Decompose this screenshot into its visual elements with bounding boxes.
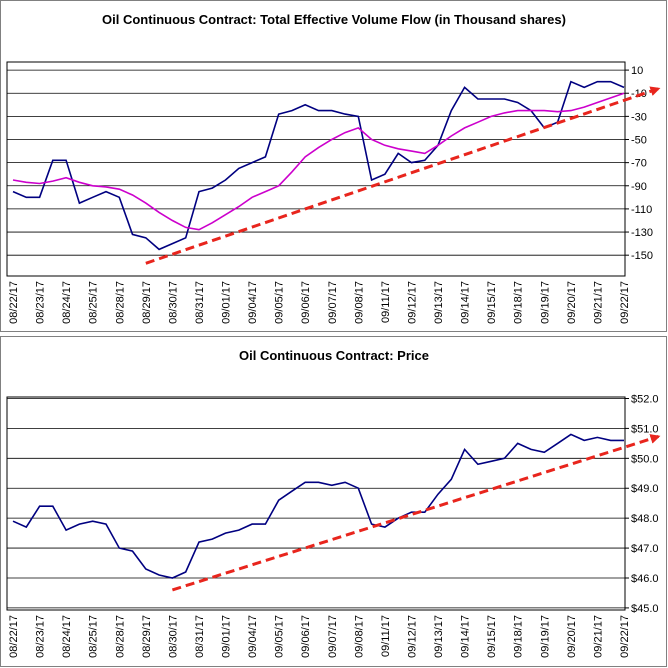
x-tick-label: 08/31/17 [194, 615, 206, 658]
x-tick-label: 09/22/17 [619, 281, 631, 324]
x-tick-label: 09/19/17 [539, 615, 551, 658]
x-tick-label: 09/13/17 [433, 281, 445, 324]
x-tick-label: 08/30/17 [167, 615, 179, 658]
x-tick-label: 09/19/17 [539, 281, 551, 324]
y-tick-label: $51.0 [631, 423, 659, 435]
x-tick-label: 08/29/17 [141, 615, 153, 658]
x-tick-label: 08/23/17 [35, 615, 47, 658]
data-line [12, 92, 625, 231]
x-tick-label: 09/08/17 [353, 281, 365, 324]
x-tick-label: 09/04/17 [247, 281, 259, 324]
y-tick-label: $45.0 [631, 603, 659, 615]
y-tick-label: -70 [631, 158, 647, 170]
x-tick-label: 09/06/17 [300, 281, 312, 324]
y-tick-label: $49.0 [631, 483, 659, 495]
x-tick-label: 09/14/17 [460, 615, 472, 658]
x-tick-label: 09/18/17 [513, 615, 525, 658]
x-tick-label: 08/25/17 [88, 281, 100, 324]
y-tick-label: -150 [631, 250, 653, 262]
plot-area [6, 61, 626, 277]
x-tick-label: 09/15/17 [486, 615, 498, 658]
data-line [12, 80, 625, 251]
x-tick-label: 09/06/17 [300, 615, 312, 658]
x-tick-label: 09/11/17 [380, 615, 392, 657]
x-tick-label: 08/25/17 [88, 615, 100, 658]
y-tick-label: -50 [631, 135, 647, 147]
x-tick-label: 09/01/17 [221, 281, 233, 324]
chart-title: Oil Continuous Contract: Total Effective… [102, 12, 566, 27]
x-tick-label: 08/28/17 [114, 281, 126, 324]
x-tick-label: 09/20/17 [566, 281, 578, 324]
x-tick-label: 08/31/17 [194, 281, 206, 324]
chart-title: Oil Continuous Contract: Price [239, 348, 429, 363]
x-tick-label: 09/11/17 [380, 281, 392, 323]
x-tick-label: 09/22/17 [619, 615, 631, 658]
y-tick-label: $47.0 [631, 543, 659, 555]
x-tick-label: 09/07/17 [327, 615, 339, 658]
x-tick-label: 09/12/17 [406, 281, 418, 324]
x-tick-label: 09/05/17 [274, 281, 286, 324]
x-tick-label: 08/24/17 [61, 281, 73, 324]
plot-area [6, 396, 626, 611]
y-tick-label: -90 [631, 181, 647, 193]
x-tick-label: 09/04/17 [247, 615, 259, 658]
y-tick-label: $52.0 [631, 393, 659, 405]
x-tick-label: 08/29/17 [141, 281, 153, 324]
x-tick-label: 09/15/17 [486, 281, 498, 324]
x-tick-label: 08/28/17 [114, 615, 126, 658]
y-tick-label: -130 [631, 227, 653, 239]
x-tick-label: 09/05/17 [274, 615, 286, 658]
x-tick-label: 08/23/17 [35, 281, 47, 324]
x-tick-label: 09/14/17 [460, 281, 472, 324]
y-tick-label: -110 [631, 204, 652, 216]
y-tick-label: $48.0 [631, 513, 659, 525]
trend-line [145, 86, 661, 265]
x-tick-label: 08/24/17 [61, 615, 73, 658]
x-tick-label: 08/30/17 [167, 281, 179, 324]
y-tick-label: 10 [631, 65, 643, 77]
y-tick-label: $50.0 [631, 453, 659, 465]
y-tick-label: $46.0 [631, 573, 659, 585]
x-tick-label: 09/01/17 [221, 615, 233, 658]
x-tick-label: 09/13/17 [433, 615, 445, 658]
x-tick-label: 09/21/17 [592, 615, 604, 658]
x-tick-label: 09/08/17 [353, 615, 365, 658]
x-tick-label: 08/22/17 [8, 615, 20, 658]
x-tick-label: 09/18/17 [513, 281, 525, 324]
x-tick-label: 09/12/17 [406, 615, 418, 658]
y-tick-label: -30 [631, 111, 647, 123]
x-tick-label: 09/21/17 [592, 281, 604, 324]
x-tick-label: 09/07/17 [327, 281, 339, 324]
x-tick-label: 09/20/17 [566, 615, 578, 658]
data-line [12, 433, 624, 579]
x-tick-label: 08/22/17 [8, 281, 20, 324]
trend-line [171, 434, 661, 592]
